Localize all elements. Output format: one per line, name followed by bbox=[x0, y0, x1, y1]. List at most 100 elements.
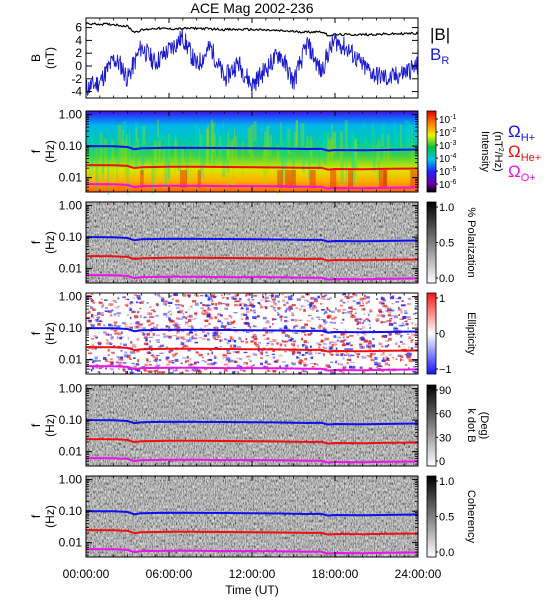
colorbar-tick-label: 0.0 bbox=[439, 273, 454, 285]
heatmap-cell bbox=[337, 336, 342, 339]
heatmap-cell bbox=[337, 309, 341, 312]
intensity-streak bbox=[376, 143, 378, 182]
heatmap-cell bbox=[329, 352, 331, 356]
b-total-series-line bbox=[85, 22, 419, 37]
heatmap-cell bbox=[385, 340, 390, 342]
heatmap-cell bbox=[410, 333, 416, 336]
heatmap-cell bbox=[298, 371, 302, 375]
heatmap-cell bbox=[414, 323, 417, 327]
heatmap-cell bbox=[240, 340, 244, 343]
heatmap-cell bbox=[291, 314, 295, 317]
intensity-streak bbox=[199, 133, 203, 151]
intensity-streak bbox=[227, 145, 230, 184]
heatmap-cell bbox=[163, 301, 167, 305]
heatmap-cell bbox=[286, 334, 289, 337]
heatmap-cell bbox=[114, 301, 118, 303]
heatmap-cell bbox=[311, 306, 315, 309]
heatmap-cell bbox=[350, 296, 353, 298]
heatmap-cell bbox=[91, 293, 94, 296]
legend-b-r-subscript: R bbox=[441, 55, 449, 67]
heatmap-cell bbox=[296, 298, 301, 301]
heatmap-cell bbox=[92, 366, 95, 370]
heatmap-cell bbox=[129, 351, 134, 354]
heatmap-cell bbox=[348, 312, 352, 314]
heatmap-cell bbox=[245, 316, 249, 319]
heatmap-cell bbox=[247, 358, 251, 361]
heatmap-cell bbox=[268, 330, 273, 334]
heatmap-cell bbox=[97, 341, 102, 344]
heatmap-cell bbox=[111, 309, 114, 312]
intensity-streak bbox=[340, 144, 344, 184]
heatmap-cell bbox=[378, 343, 383, 345]
heatmap-cell bbox=[183, 338, 186, 340]
heatmap-cell bbox=[290, 343, 296, 346]
heatmap-cell bbox=[359, 318, 361, 320]
intensity-streak bbox=[307, 141, 311, 181]
heatmap-cell bbox=[339, 340, 345, 343]
heatmap-cell bbox=[191, 327, 194, 330]
heatmap-cell bbox=[285, 302, 289, 305]
heatmap-cell bbox=[369, 352, 373, 356]
intensity-streak bbox=[296, 119, 298, 147]
heatmap-cell bbox=[247, 304, 251, 307]
heatmap-cell bbox=[315, 316, 321, 318]
heatmap-cell bbox=[335, 352, 339, 354]
heatmap-cell bbox=[195, 361, 199, 363]
heatmap-cell bbox=[323, 319, 326, 322]
heatmap-cell bbox=[268, 369, 271, 372]
heatmap-cell bbox=[262, 316, 267, 320]
heatmap-cell bbox=[204, 324, 209, 327]
heatmap-cell bbox=[243, 313, 248, 316]
heatmap-cell bbox=[283, 343, 287, 346]
intensity-streak bbox=[292, 146, 294, 192]
colorbar-tick-label: 10-4 bbox=[439, 153, 456, 165]
heatmap-cell bbox=[261, 349, 264, 352]
heatmap-cell bbox=[90, 324, 95, 327]
heatmap-cell bbox=[191, 318, 196, 321]
heatmap-cell bbox=[114, 332, 119, 335]
heatmap-cell bbox=[204, 319, 209, 323]
heatmap-cell bbox=[394, 327, 399, 330]
y-tick-label: -4 bbox=[71, 85, 82, 99]
heatmap-cell bbox=[233, 339, 237, 343]
legend-gyrofrequency: ΩO+ bbox=[508, 162, 536, 184]
heatmap-cell bbox=[281, 339, 284, 342]
heatmap-cell bbox=[187, 339, 192, 342]
heatmap-cell bbox=[129, 302, 133, 305]
intensity-hotspot bbox=[330, 170, 337, 188]
heatmap-cell bbox=[245, 317, 248, 321]
heatmap-cell bbox=[223, 368, 228, 372]
heatmap-cell bbox=[92, 308, 96, 312]
heatmap-cell bbox=[372, 329, 375, 332]
intensity-streak bbox=[372, 122, 374, 152]
heatmap-cell bbox=[322, 329, 328, 332]
heatmap-cell bbox=[298, 360, 302, 363]
intensity-streak bbox=[345, 144, 348, 182]
heatmap-cell bbox=[185, 369, 188, 373]
heatmap-cell bbox=[342, 367, 347, 370]
heatmap-cell bbox=[164, 300, 168, 302]
heatmap-cell bbox=[133, 350, 136, 354]
intensity-streak bbox=[102, 142, 105, 175]
heatmap-cell bbox=[221, 303, 226, 305]
heatmap-cell bbox=[330, 310, 335, 313]
heatmap-cell bbox=[262, 327, 266, 330]
heatmap-cell bbox=[266, 363, 271, 365]
heatmap-cell bbox=[414, 342, 418, 345]
heatmap-cell bbox=[382, 299, 386, 302]
heatmap-cell bbox=[335, 354, 340, 356]
y-tick-label: 1.00 bbox=[59, 473, 83, 487]
heatmap-cell bbox=[320, 319, 324, 321]
heatmap-cell bbox=[110, 351, 116, 353]
intensity-streak bbox=[293, 144, 295, 171]
heatmap-cell bbox=[131, 311, 134, 314]
heatmap-cell bbox=[182, 293, 187, 297]
heatmap-cell bbox=[381, 345, 384, 348]
heatmap-cell bbox=[324, 310, 327, 313]
heatmap-cell bbox=[375, 318, 380, 322]
heatmap-cell bbox=[231, 296, 234, 300]
heatmap-cell bbox=[403, 310, 408, 312]
h-plus-gyrofrequency-line bbox=[85, 236, 419, 243]
heatmap-cell bbox=[328, 346, 332, 348]
heatmap-cell bbox=[368, 340, 371, 343]
